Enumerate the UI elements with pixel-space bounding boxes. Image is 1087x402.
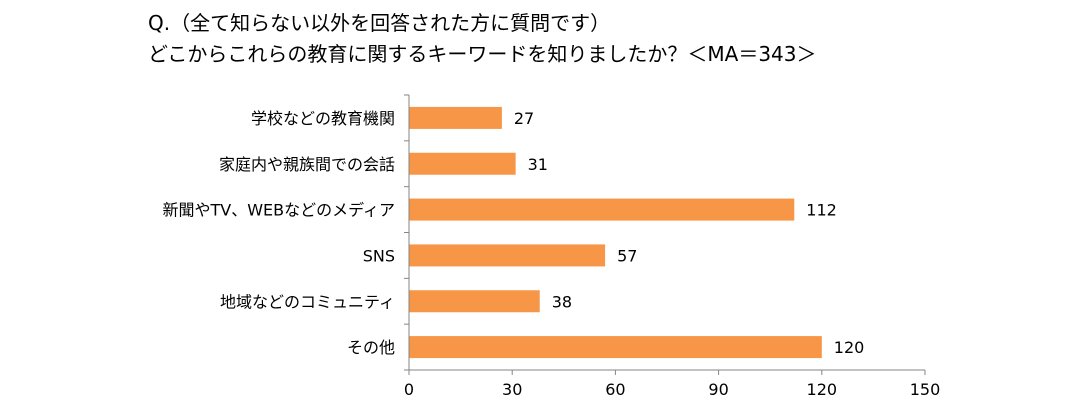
category-label: その他 — [347, 338, 395, 357]
chart-title: Q.（全て知らない以外を回答された方に質問です） どこからこれらの教育に関するキ… — [148, 8, 817, 70]
x-tick-label: 120 — [807, 380, 838, 399]
x-tick-label: 30 — [502, 380, 522, 399]
x-tick-label: 60 — [605, 380, 625, 399]
x-tick-label: 90 — [708, 380, 728, 399]
data-label: 120 — [834, 338, 865, 357]
x-tick-label: 0 — [404, 380, 414, 399]
bar — [409, 198, 795, 221]
data-label: 112 — [806, 201, 837, 220]
category-label: 地域などのコミュニティ — [220, 292, 395, 311]
bar — [409, 106, 502, 129]
data-label: 31 — [528, 155, 548, 174]
bar — [409, 152, 516, 175]
chart-title-line-1: Q.（全て知らない以外を回答された方に質問です） — [148, 11, 611, 35]
chart-title-line-2: どこからこれらの教育に関するキーワードを知りましたか？＜MA＝343＞ — [148, 42, 817, 66]
category-label: 新聞やTV、WEBなどのメディア — [162, 201, 395, 220]
data-label: 27 — [514, 109, 534, 128]
data-label: 57 — [617, 246, 637, 265]
category-label: 家庭内や親族間での会話 — [219, 155, 395, 174]
category-label: 学校などの教育機関 — [251, 109, 395, 128]
x-tick-label: 150 — [910, 380, 941, 399]
category-label: SNS — [363, 246, 395, 265]
bar — [409, 244, 606, 267]
bar — [409, 290, 540, 313]
data-label: 38 — [552, 292, 572, 311]
bar — [409, 336, 822, 359]
